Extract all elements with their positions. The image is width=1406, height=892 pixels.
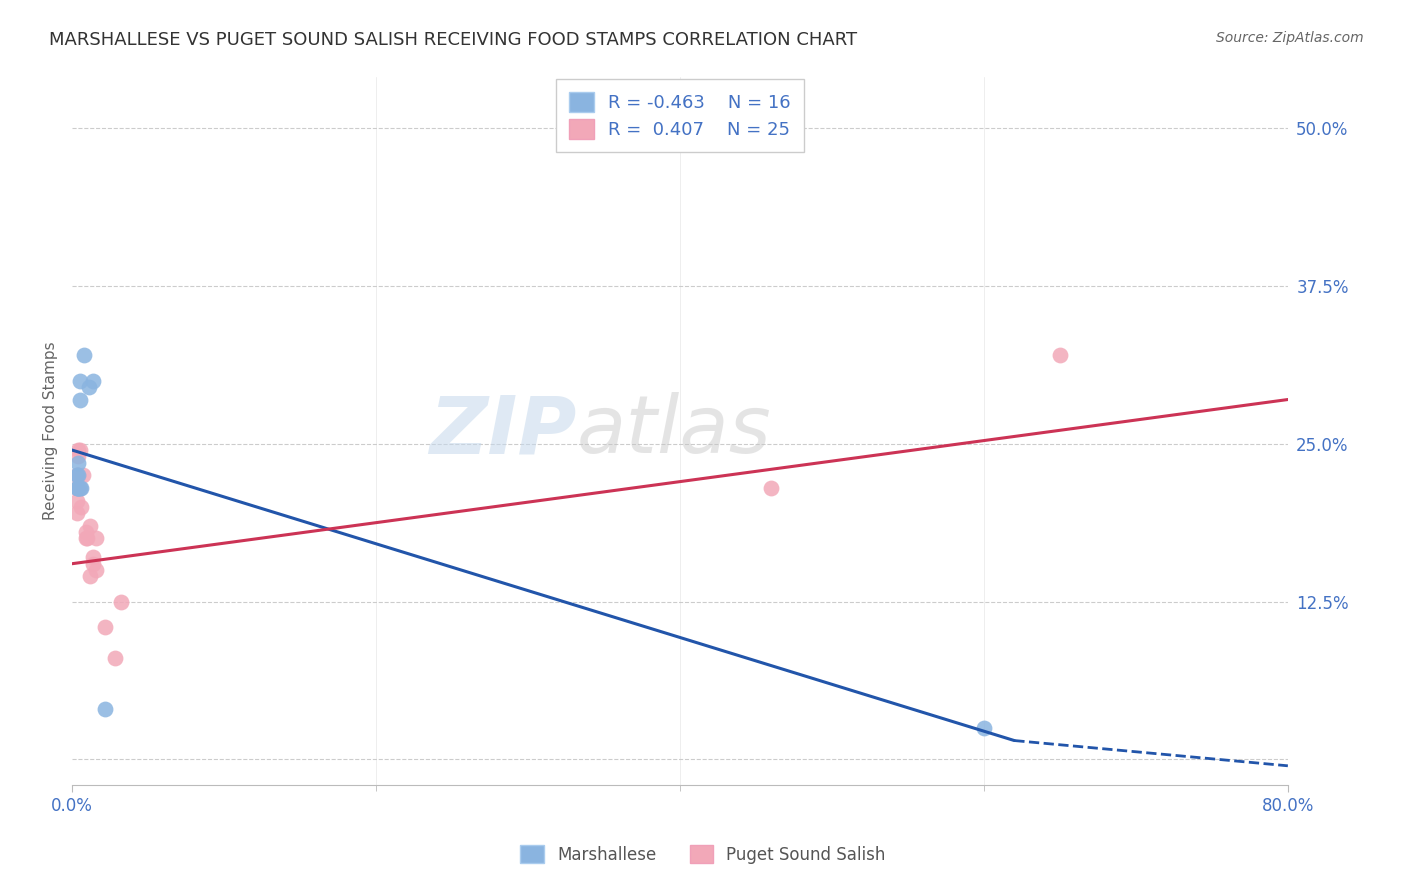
Text: ZIP: ZIP [429, 392, 576, 470]
Point [65, 493, 87, 508]
Point [86, 563, 108, 577]
Point [82, 557, 104, 571]
Point [67, 456, 90, 470]
Point [759, 481, 782, 495]
Point [65, 468, 87, 483]
Point [67, 443, 90, 458]
Point [65, 481, 87, 495]
Point [75, 525, 97, 540]
Point [94, 620, 117, 634]
Point [65, 468, 87, 483]
Point [110, 594, 132, 608]
Point [76, 532, 98, 546]
Point [69, 392, 91, 407]
Point [103, 651, 125, 665]
Point [73, 348, 96, 362]
Point [79, 569, 101, 583]
Point [82, 550, 104, 565]
Y-axis label: Receiving Food Stamps: Receiving Food Stamps [44, 342, 58, 520]
Point [973, 721, 995, 735]
Point [69, 443, 91, 458]
Legend: Marshallese, Puget Sound Salish: Marshallese, Puget Sound Salish [513, 838, 893, 871]
Point [70, 500, 93, 514]
Point [69, 481, 91, 495]
Point [70, 481, 93, 495]
Point [69, 481, 91, 495]
Point [1049, 348, 1071, 362]
Point [75, 532, 97, 546]
Text: MARSHALLESE VS PUGET SOUND SALISH RECEIVING FOOD STAMPS CORRELATION CHART: MARSHALLESE VS PUGET SOUND SALISH RECEIV… [49, 31, 858, 49]
Point [72, 468, 94, 483]
Point [94, 702, 117, 716]
Text: atlas: atlas [576, 392, 772, 470]
Point [65, 506, 87, 520]
Point [79, 518, 101, 533]
Point [67, 468, 90, 483]
Point [82, 374, 104, 388]
Point [67, 481, 90, 495]
Text: Source: ZipAtlas.com: Source: ZipAtlas.com [1216, 31, 1364, 45]
Point [65, 481, 87, 495]
Legend: R = -0.463    N = 16, R =  0.407    N = 25: R = -0.463 N = 16, R = 0.407 N = 25 [557, 79, 804, 152]
Point [77, 380, 100, 394]
Point [67, 468, 90, 483]
Point [67, 481, 90, 495]
Point [67, 481, 90, 495]
Point [69, 374, 91, 388]
Point [67, 450, 90, 464]
Point [86, 532, 108, 546]
